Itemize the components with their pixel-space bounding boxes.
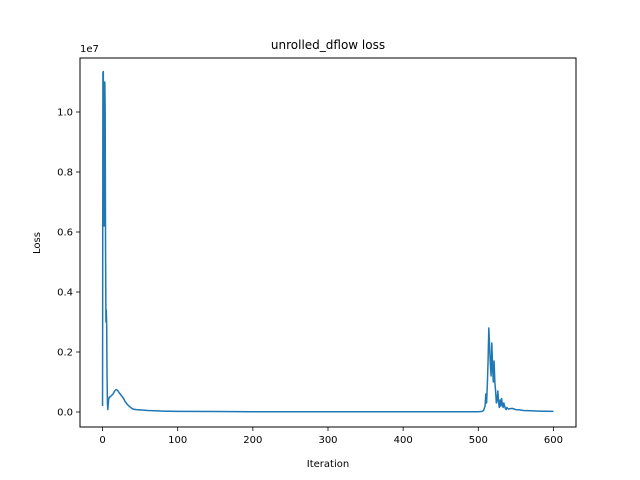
y-tick-label: 1.0 xyxy=(57,108,73,119)
x-tick-label: 600 xyxy=(544,435,563,446)
x-tick-label: 100 xyxy=(168,435,187,446)
plot-layer xyxy=(101,70,554,413)
chart-title: unrolled_dflow loss xyxy=(271,38,385,52)
x-axis-label: Iteration xyxy=(307,459,349,470)
x-tick-label: 500 xyxy=(469,435,488,446)
y-tick-label: 0.2 xyxy=(57,348,73,359)
y-tick-label: 0.4 xyxy=(57,288,73,299)
x-axis-ticks: 0 100 200 300 400 500 600 xyxy=(99,427,563,446)
x-tick-label: 400 xyxy=(394,435,413,446)
y-tick-label: 0.8 xyxy=(57,168,73,179)
x-tick-label: 300 xyxy=(318,435,337,446)
y-tick-label: 0.0 xyxy=(57,408,73,419)
loss-series-line xyxy=(101,70,554,413)
y-axis-label: Loss xyxy=(32,232,43,254)
x-tick-label: 0 xyxy=(99,435,105,446)
y-axis-ticks: 0.0 0.2 0.4 0.6 0.8 1.0 xyxy=(57,108,80,419)
x-tick-label: 200 xyxy=(243,435,262,446)
y-tick-label: 0.6 xyxy=(57,228,73,239)
y-axis-multiplier: 1e7 xyxy=(80,44,99,55)
